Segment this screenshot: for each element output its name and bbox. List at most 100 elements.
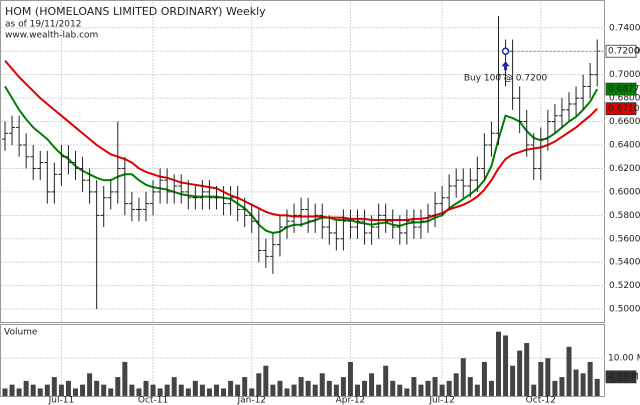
volume-bar xyxy=(23,380,29,396)
x-tick-label: Jul-11 xyxy=(48,396,75,405)
volume-bar xyxy=(333,384,339,396)
volume-bar xyxy=(503,335,509,396)
y-tick-label: 0.5600 xyxy=(609,234,640,244)
volume-bar xyxy=(192,380,198,396)
volume-bar xyxy=(545,358,551,396)
value-badge xyxy=(605,370,637,384)
volume-bar xyxy=(37,388,43,396)
y-tick-label: 0.7000 xyxy=(609,70,640,80)
volume-bar xyxy=(16,388,22,396)
y-tick-label: 0.6400 xyxy=(609,141,640,151)
value-badge xyxy=(605,82,637,96)
volume-bar xyxy=(376,384,382,396)
volume-bar xyxy=(221,388,227,396)
volume-bar xyxy=(157,388,163,396)
volume-bar xyxy=(481,361,487,396)
volume-bar xyxy=(242,377,248,396)
trade-label: Buy 100 @ 0.7200 xyxy=(464,74,548,84)
volume-bar xyxy=(94,380,100,396)
y-tick-label: 0.5800 xyxy=(609,211,640,221)
volume-bar xyxy=(122,361,128,396)
volume-bar xyxy=(58,384,64,396)
volume-bar xyxy=(340,377,346,396)
value-badge-label: 4.53 M xyxy=(608,372,639,382)
volume-bar xyxy=(312,384,318,396)
volume-bar xyxy=(87,373,93,396)
value-badge-label: 0.6710 xyxy=(608,104,640,114)
volume-bar xyxy=(425,380,431,396)
volume-bar xyxy=(171,377,177,396)
volume-bar xyxy=(150,384,156,396)
volume-bar xyxy=(185,388,191,396)
volume-bar xyxy=(164,384,170,396)
y-tick-label: 0.6600 xyxy=(609,117,640,127)
y-tick-label: 10.00 M xyxy=(608,354,640,364)
volume-bar xyxy=(80,384,86,396)
volume-bar xyxy=(270,384,276,396)
volume-label: Volume xyxy=(4,328,38,338)
y-tick-label: 0.6000 xyxy=(609,187,640,197)
y-tick-label: 0.6200 xyxy=(609,164,640,174)
volume-bar xyxy=(291,384,297,396)
value-badge-label: 0.6877 xyxy=(608,85,640,95)
y-tick-label: 0.5400 xyxy=(609,258,640,268)
volume-bar xyxy=(101,384,107,396)
volume-bar xyxy=(326,380,332,396)
chart-title: HOM (HOMELOANS LIMITED ORDINARY) Weekly xyxy=(5,5,266,18)
volume-bar xyxy=(432,377,438,396)
volume-bar xyxy=(580,373,586,396)
volume-bar xyxy=(573,369,579,396)
volume-bar xyxy=(347,361,353,396)
volume-bar xyxy=(404,388,410,396)
x-tick-label: Jul-12 xyxy=(428,396,455,405)
volume-bar xyxy=(206,388,212,396)
volume-bar xyxy=(108,388,114,396)
volume-bar xyxy=(305,380,311,396)
volume-bar xyxy=(390,380,396,396)
source: www.wealth-lab.com xyxy=(5,31,98,41)
y-tick-label: 0.5000 xyxy=(609,305,640,315)
volume-bar xyxy=(214,384,219,396)
volume-bar xyxy=(199,384,205,396)
volume-bar xyxy=(467,377,473,396)
volume-bar xyxy=(319,373,325,396)
volume-bar xyxy=(369,373,375,396)
volume-bar xyxy=(115,377,121,396)
volume-bar xyxy=(517,350,523,396)
volume-bar xyxy=(284,388,290,396)
x-tick-label: Apr-12 xyxy=(336,396,366,405)
volume-bar xyxy=(65,380,71,396)
volume-bar xyxy=(439,384,445,396)
volume-bar xyxy=(566,346,572,396)
volume-bar xyxy=(460,358,466,396)
volume-bar xyxy=(453,373,459,396)
trade-marker xyxy=(501,47,510,55)
volume-bar xyxy=(587,361,593,396)
volume-bar xyxy=(2,388,8,396)
volume-bar xyxy=(524,343,530,396)
volume-bar xyxy=(129,384,135,396)
volume-bar xyxy=(538,361,544,396)
volume-bar xyxy=(510,365,516,396)
value-badge xyxy=(605,102,637,116)
volume-bar xyxy=(249,388,255,396)
volume-bar xyxy=(362,380,368,396)
volume-bar xyxy=(256,373,262,396)
volume-bar xyxy=(44,384,50,396)
volume-bar xyxy=(496,331,501,396)
volume-bar xyxy=(418,384,424,396)
volume-bar xyxy=(559,377,565,396)
x-tick-label: Oct-11 xyxy=(138,396,168,405)
volume-bar xyxy=(9,384,15,396)
x-tick-label: Jan-12 xyxy=(236,396,266,405)
price-panel xyxy=(0,0,605,323)
volume-bar xyxy=(136,388,142,396)
volume-bar xyxy=(228,380,234,396)
value-badge xyxy=(605,44,637,58)
trade-arrow xyxy=(501,61,510,71)
volume-bar xyxy=(263,365,269,396)
volume-bar xyxy=(277,380,283,396)
y-tick-label: 0.5200 xyxy=(609,281,640,291)
